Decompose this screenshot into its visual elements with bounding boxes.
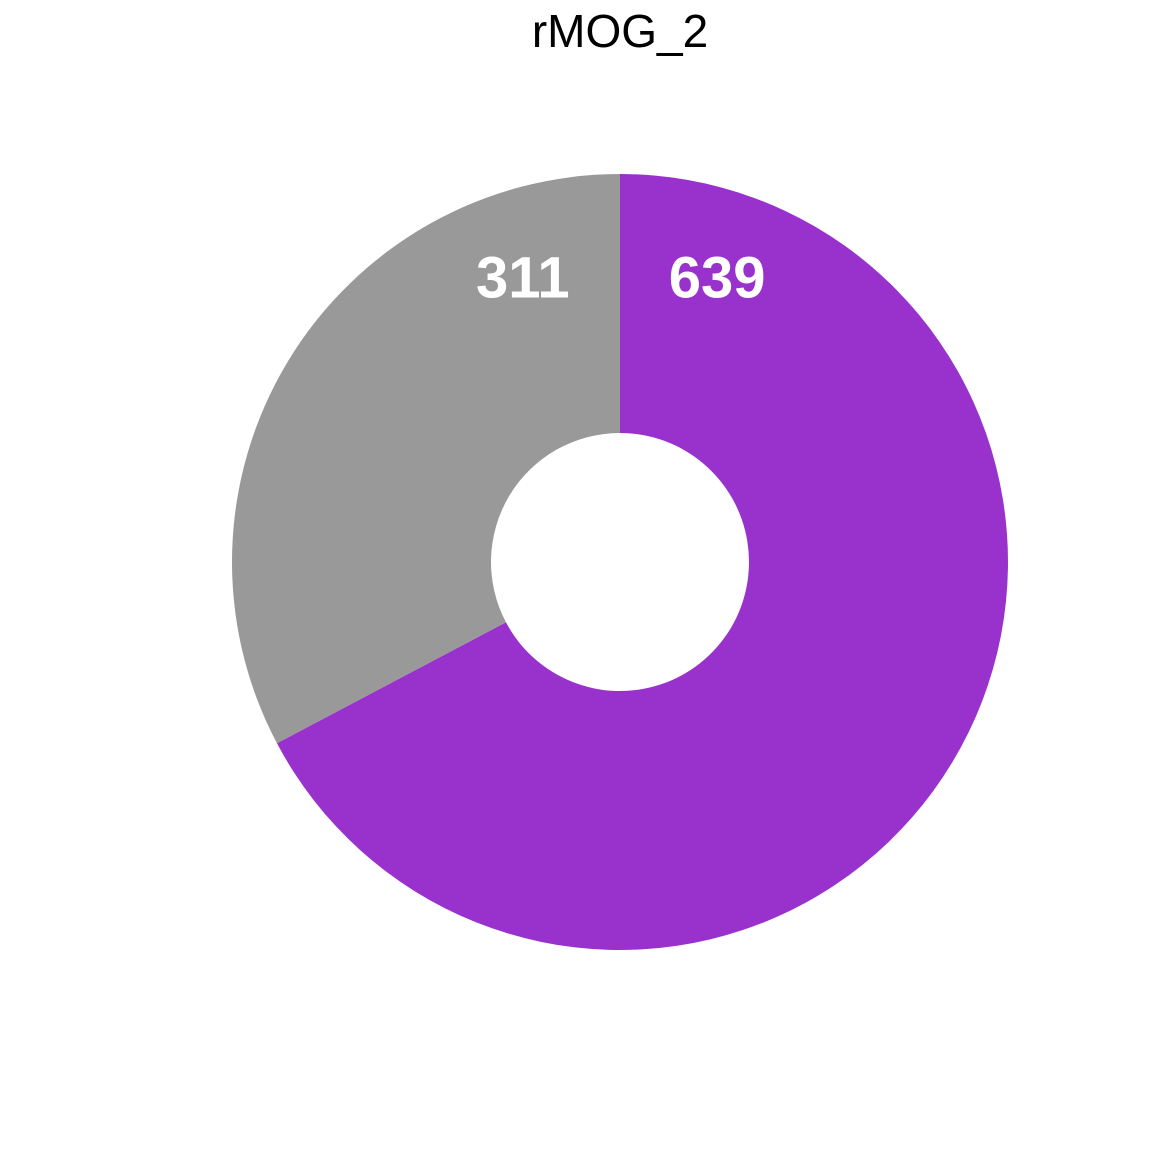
slices-group (231, 174, 1009, 950)
slice-639 (276, 174, 1009, 950)
chart-title: rMOG_2 (531, 5, 709, 57)
labels-group: 639 311 (476, 246, 766, 311)
slice-311 (231, 174, 620, 744)
slice-label-639: 639 (669, 246, 766, 311)
slice-label-311: 311 (476, 246, 570, 311)
